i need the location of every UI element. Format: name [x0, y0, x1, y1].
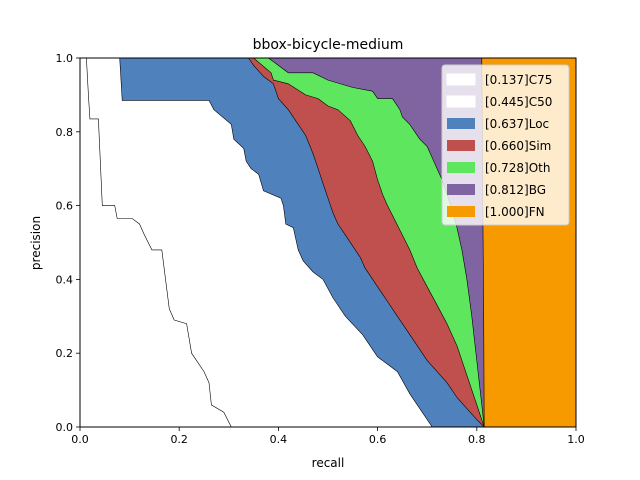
legend-entry: [1.000]FN: [485, 205, 545, 219]
y-tick-label: 0.2: [56, 347, 74, 360]
curve-0-660-sim: [80, 58, 485, 427]
area-layers: [80, 58, 576, 427]
legend-swatch: [447, 118, 475, 129]
y-axis-label: precision: [29, 216, 43, 270]
legend-swatch: [447, 162, 475, 173]
x-tick-label: 1.0: [567, 433, 585, 446]
chart-title: bbox-bicycle-medium: [253, 37, 404, 53]
y-tick-label: 0.6: [56, 200, 74, 213]
curve-0-637-loc: [80, 58, 485, 427]
curve-0-728-oth: [80, 58, 485, 427]
legend-swatch: [447, 140, 475, 151]
legend-swatch: [447, 184, 475, 195]
area-0-137-c75: [80, 58, 232, 427]
legend-entry: [0.137]C75: [485, 73, 552, 87]
curve-0-137-c75: [80, 58, 232, 427]
legend-entry: [0.637]Loc: [485, 117, 549, 131]
plot-frame: [79, 57, 577, 428]
x-tick-label: 0.6: [369, 433, 387, 446]
legend-entry: [0.660]Sim: [485, 139, 551, 153]
x-axis-label: recall: [312, 456, 345, 470]
legend-entry: [0.728]Oth: [485, 161, 550, 175]
y-tick-label: 0.8: [56, 126, 74, 139]
x-tick-label: 0.4: [270, 433, 288, 446]
y-tick-label: 0.4: [56, 273, 74, 286]
y-axis-ticks: 0.0 0.2 0.4 0.6 0.8 1.0: [56, 52, 80, 434]
x-tick-label: 0.2: [170, 433, 188, 446]
curve-0-445-c50: [80, 58, 433, 427]
x-tick-label: 0.8: [468, 433, 486, 446]
legend-entry: [0.812]BG: [485, 183, 546, 197]
legend: [0.137]C75 [0.445]C50 [0.637]Loc [0.660]Sim…: [441, 64, 570, 226]
curve-lines: [80, 58, 485, 427]
legend-swatch: [446, 73, 476, 86]
legend-swatch: [446, 95, 476, 108]
y-tick-label: 1.0: [56, 52, 74, 65]
x-tick-label: 0.0: [71, 433, 89, 446]
legend-entry: [0.445]C50: [485, 95, 552, 109]
y-tick-label: 0.0: [56, 421, 74, 434]
legend-swatch: [447, 206, 475, 217]
x-axis-ticks: 0.0 0.2 0.4 0.6 0.8 1.0: [71, 427, 585, 446]
